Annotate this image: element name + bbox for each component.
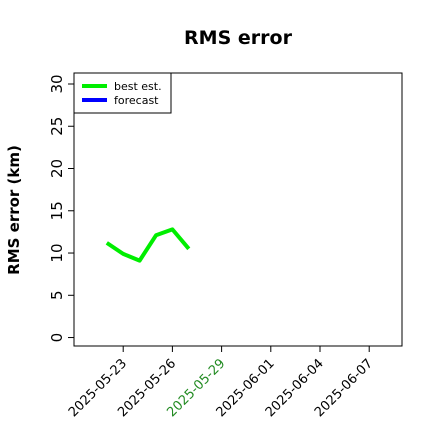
- y-tick-label: 10: [48, 243, 66, 262]
- legend-label: best est.: [114, 80, 162, 93]
- legend-box: [73, 72, 172, 114]
- y-tick-label: 20: [48, 159, 66, 178]
- plot-frame: [73, 72, 403, 347]
- y-tick-label: 30: [48, 74, 66, 93]
- y-tick-label: 5: [48, 291, 66, 301]
- chart-title: RMS error: [184, 27, 293, 49]
- y-tick-label: 25: [48, 117, 66, 136]
- legend-label: forecast: [114, 94, 159, 107]
- y-tick-label: 0: [48, 333, 66, 343]
- y-axis-label: RMS error (km): [5, 145, 23, 275]
- y-tick-label: 15: [48, 201, 66, 220]
- series-line: [105, 227, 191, 263]
